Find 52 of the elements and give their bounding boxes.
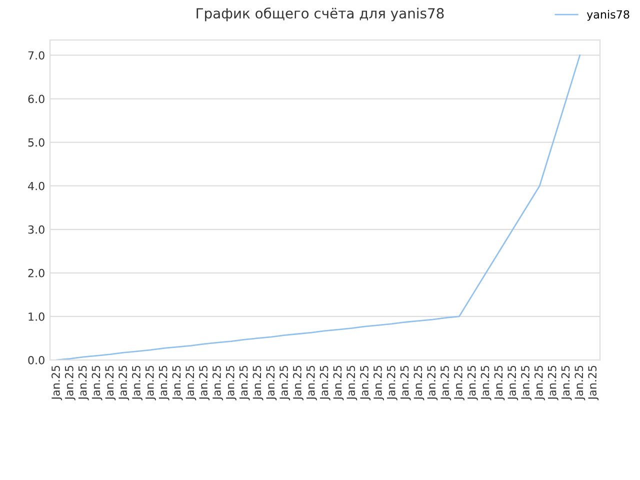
y-tick-label: 3.0 [28, 225, 44, 234]
y-tick-label: 7.0 [28, 51, 44, 60]
x-tick-label: Jan.25 [52, 366, 62, 400]
x-tick-label: Jan.25 [400, 366, 411, 400]
x-tick-label: Jan.25 [574, 366, 586, 400]
chart-title: График общего счёта для yanis78 [196, 8, 444, 22]
x-tick-label: Jan.25 [158, 366, 170, 400]
x-tick-label: Jan.25 [118, 366, 130, 400]
x-tick-label: Jan.25 [132, 366, 142, 400]
x-tick-label: Jan.25 [561, 366, 572, 400]
x-tick-label: Jan.25 [521, 366, 532, 400]
x-tick-label: Jan.25 [588, 366, 599, 400]
x-tick-label: Jan.25 [239, 366, 250, 400]
x-tick-label: Jan.25 [480, 366, 492, 400]
x-tick-label: Jan.25 [414, 366, 424, 400]
x-tick-label: Jan.25 [548, 366, 558, 400]
y-tick-label: 0.0 [28, 356, 44, 364]
x-tick-label: Jan.25 [172, 366, 183, 400]
line-series [56, 54, 581, 360]
x-tick-label: Jan.25 [373, 366, 384, 400]
x-tick-label: Jan.25 [306, 366, 317, 400]
x-tick-label: Jan.25 [92, 366, 102, 400]
x-tick-label: Jan.25 [427, 366, 438, 400]
x-tick-label: Jan.25 [186, 366, 196, 400]
y-tick-label: 2.0 [28, 268, 44, 278]
x-tick-label: Jan.25 [534, 366, 545, 400]
y-tick-label: 6.0 [28, 94, 44, 104]
x-tick-label: Jan.25 [333, 366, 344, 400]
x-tick-label: Jan.25 [280, 366, 290, 400]
x-tick-label: Jan.25 [212, 366, 223, 400]
y-tick-label: 4.0 [28, 182, 44, 190]
x-tick-label: Jan.25 [508, 366, 518, 400]
x-tick-label: Jan.25 [145, 366, 156, 400]
x-tick-label: Jan.25 [64, 366, 76, 400]
x-tick-label: Jan.25 [105, 366, 116, 400]
x-tick-label: Jan.25 [252, 366, 264, 400]
x-tick-label: Jan.25 [292, 366, 304, 400]
x-tick-label: Jan.25 [440, 366, 452, 400]
y-tick-label: 1.0 [28, 312, 44, 321]
x-tick-label: Jan.25 [266, 366, 277, 400]
x-tick-label: Jan.25 [78, 366, 89, 400]
x-tick-label: Jan.25 [467, 366, 478, 400]
x-tick-label: Jan.25 [346, 366, 358, 400]
x-tick-label: Jan.25 [226, 366, 236, 400]
y-tick-label: 5.0 [28, 138, 44, 147]
x-tick-label: Jan.25 [199, 366, 210, 400]
x-tick-label: Jan.25 [320, 366, 330, 400]
x-tick-label: Jan.25 [360, 366, 371, 400]
x-tick-label: Jan.25 [454, 366, 464, 400]
x-tick-label: Jan.25 [494, 366, 505, 400]
x-tick-label: Jan.25 [386, 366, 398, 400]
legend-label: yanis78 [586, 10, 630, 21]
